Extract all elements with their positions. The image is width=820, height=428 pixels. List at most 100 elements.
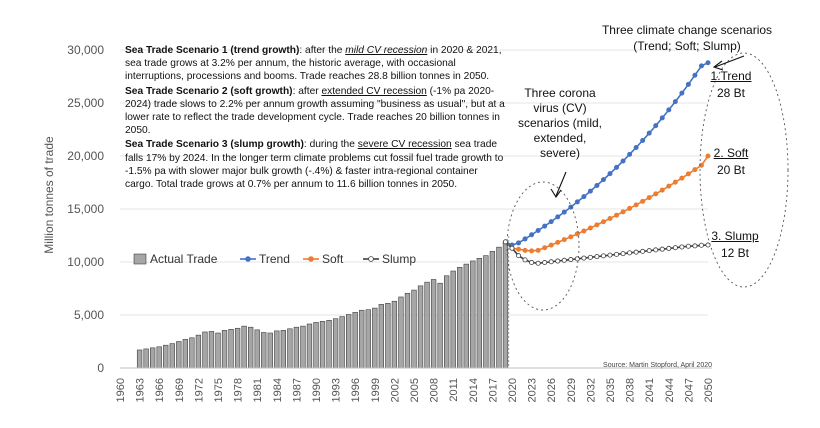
- x-tick-label: 1960: [115, 378, 127, 402]
- bar-actual-trade: [150, 347, 156, 369]
- scenario-2-pre: : after: [292, 85, 322, 97]
- bar-actual-trade: [261, 332, 267, 369]
- soft-point: [581, 228, 587, 234]
- soft-point: [620, 209, 626, 215]
- bar-actual-trade: [280, 330, 286, 369]
- soft-point: [522, 247, 528, 253]
- x-tick-label: 1993: [331, 378, 343, 402]
- axes: 0 5,000 10,000 15,000 20,000 25,000 30,000 1960…: [67, 43, 715, 402]
- trend-end-label-value: 28 Bt: [716, 86, 746, 100]
- x-tick-label: 2017: [487, 378, 499, 402]
- x-tick-label: 2047: [683, 378, 695, 402]
- trend-point: [640, 137, 646, 143]
- bar-actual-trade: [346, 314, 352, 369]
- y-tick-label: 0: [97, 361, 104, 375]
- scenario-3-body: sea trade falls 17% by 2024. In the long…: [125, 139, 504, 191]
- x-tick-label: 2020: [507, 378, 519, 402]
- bar-actual-trade: [182, 339, 188, 369]
- trend-point: [692, 72, 698, 78]
- legend-trend-label: Trend: [259, 252, 290, 266]
- bar-actual-trade: [156, 346, 162, 369]
- x-tick-label: 1969: [174, 378, 186, 402]
- bar-actual-trade: [254, 329, 260, 369]
- climate-arrowhead: [712, 60, 724, 71]
- soft-point: [627, 205, 633, 211]
- slump-point: [614, 251, 620, 257]
- soft-point: [529, 248, 535, 254]
- x-tick-label: 2026: [546, 378, 558, 402]
- x-tick-label: 2050: [703, 378, 715, 402]
- bar-actual-trade: [136, 349, 143, 369]
- climate-title-line-1: Three climate change scenarios: [601, 23, 773, 37]
- trend-point: [581, 194, 587, 200]
- scenario-3-pre: : during the: [303, 139, 358, 151]
- soft-point: [659, 187, 665, 193]
- scenario-note-3: Sea Trade Scenario 3 (slump growth): dur…: [125, 138, 505, 191]
- trend-point: [627, 151, 633, 157]
- corona-title-line-5: severe): [539, 146, 580, 160]
- legend: Actual Trade Trend Soft Slump: [133, 252, 416, 266]
- bar-actual-trade: [228, 329, 234, 369]
- trend-point: [555, 214, 561, 220]
- soft-point: [672, 179, 678, 185]
- slump-point: [600, 253, 606, 259]
- x-tick-label: 2044: [664, 378, 676, 402]
- corona-title-line-2: virus (CV): [533, 101, 587, 115]
- bar-actual-trade: [189, 337, 195, 369]
- bar-actual-trade: [404, 292, 411, 369]
- scenario-1-body: in 2020 & 2021, sea trade grows at 3.2% …: [125, 45, 502, 83]
- bar-actual-trade: [365, 309, 371, 369]
- soft-point: [600, 219, 606, 225]
- trend-point: [672, 99, 678, 105]
- x-tick-label: 1981: [252, 378, 264, 402]
- trend-point: [535, 228, 541, 234]
- slump-point: [535, 260, 541, 266]
- corona-title-line-1: Three corona: [524, 86, 596, 100]
- scenario-2-emphasis: extended CV recession: [321, 85, 427, 97]
- bar-actual-trade: [326, 319, 332, 369]
- legend-trend-marker: [245, 256, 251, 262]
- soft-point: [516, 246, 522, 252]
- legend-actual-label: Actual Trade: [150, 252, 218, 266]
- scenario-1-pre: : after the: [299, 45, 346, 56]
- bar-actual-trade: [208, 331, 215, 369]
- soft-point: [666, 183, 672, 189]
- bar-actual-trade: [287, 328, 293, 369]
- x-tick-label: 2041: [644, 378, 656, 402]
- bar-actual-trade: [463, 263, 469, 369]
- x-tick-label: 2005: [409, 378, 421, 402]
- corona-title-line-4: extended,: [533, 131, 587, 145]
- soft-end-label-value: 20 Bt: [716, 163, 746, 177]
- scenario-3-emphasis: severe CV recession: [357, 139, 452, 151]
- trend-end-label: 1.Trend 28 Bt: [700, 68, 762, 102]
- bar-actual-trade: [476, 257, 482, 369]
- bar-actual-trade: [293, 326, 300, 369]
- slump-end-label-name: 3. Slump: [711, 229, 759, 243]
- slump-point: [692, 243, 698, 249]
- bar-actual-trade: [457, 266, 463, 369]
- soft-point: [607, 216, 613, 222]
- soft-point: [535, 247, 541, 253]
- bar-actual-trade: [163, 344, 169, 369]
- soft-end-label: 2. Soft 20 Bt: [700, 145, 762, 179]
- bar-actual-trade: [378, 304, 384, 369]
- soft-line: [504, 155, 709, 252]
- scenario-notes: Sea Trade Scenario 1 (trend growth): aft…: [125, 44, 505, 192]
- slump-point: [561, 257, 567, 263]
- trend-point: [594, 182, 600, 188]
- grid: [120, 49, 708, 316]
- trend-point: [600, 177, 606, 183]
- slump-point: [509, 245, 515, 251]
- soft-point: [561, 237, 567, 243]
- x-tick-label: 2035: [605, 378, 617, 402]
- bar-actual-trade: [430, 279, 437, 369]
- scenario-2-title: Sea Trade Scenario 2 (soft growth): [125, 85, 293, 97]
- soft-point: [679, 175, 685, 181]
- trend-point: [607, 171, 613, 177]
- trend-point: [685, 81, 691, 87]
- soft-point: [594, 222, 600, 228]
- slump-line: [504, 241, 709, 265]
- slump-point: [653, 247, 659, 253]
- x-tick-label: 1999: [370, 378, 382, 402]
